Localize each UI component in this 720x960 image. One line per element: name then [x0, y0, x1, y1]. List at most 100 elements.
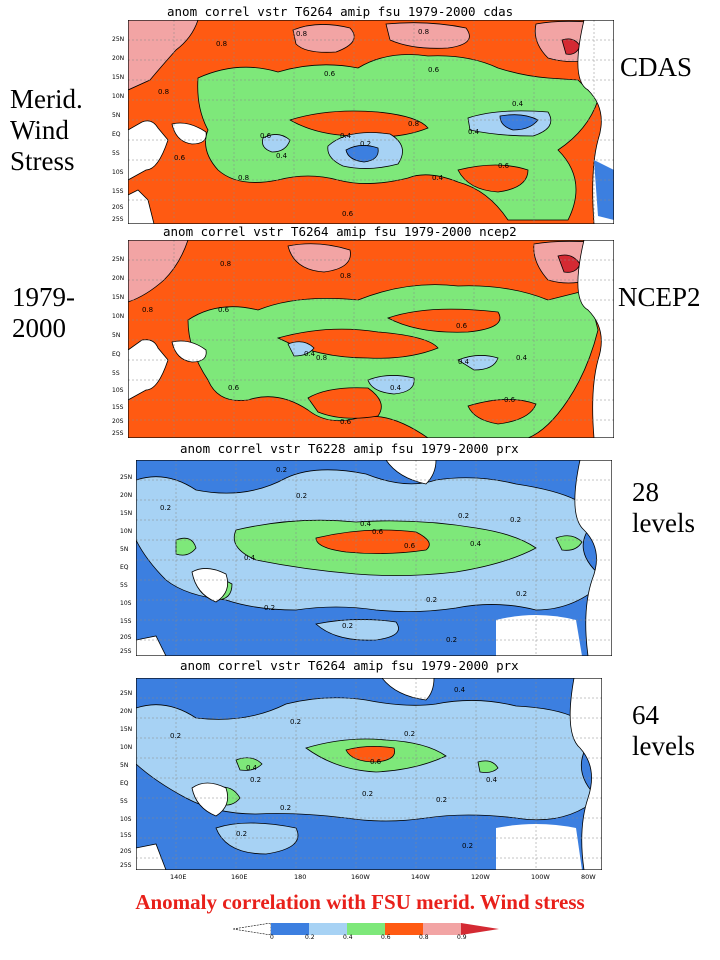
contour-label: 0.8: [216, 40, 227, 48]
contour-label: 0.2: [462, 842, 473, 850]
contour-label: 0.8: [408, 120, 419, 128]
contour-label: 0.2: [458, 512, 469, 520]
lat-label: 15S: [120, 832, 132, 839]
contour-label: 0.2: [160, 504, 171, 512]
colorbar-swatch: [271, 923, 309, 935]
lat-label: 20N: [112, 55, 125, 62]
contour-label: 0.8: [220, 260, 231, 268]
contour-label: 0.2: [290, 718, 301, 726]
lat-label: 20S: [112, 204, 124, 211]
contour-label: 0.4: [454, 686, 466, 694]
contour-label: 0.4: [470, 540, 482, 548]
contour-label: 0.6: [498, 162, 510, 170]
lon-label: 180: [294, 873, 307, 881]
map-cdas: 0.8 0.8 0.8 0.6 0.8 0.6 0.6 0.4 0.2 0.8 …: [128, 20, 614, 224]
contour-label: 0.2: [360, 140, 371, 148]
contour-label: 0.6: [404, 542, 416, 550]
contour-label: 0.8: [340, 272, 351, 280]
panel-title: anom correl vstr T6264 amip fsu 1979-200…: [180, 658, 519, 673]
colorbar: 0 0.2 0.4 0.6 0.8 0.9: [232, 922, 503, 941]
contour-label: 0.6: [174, 154, 186, 162]
panel-title: anom correl vstr T6228 amip fsu 1979-200…: [180, 441, 519, 456]
lat-label: 10N: [120, 744, 133, 751]
colorbar-swatch: [347, 923, 385, 935]
contour-label: 0.4: [340, 132, 352, 140]
lat-label: 20N: [120, 708, 133, 715]
contour-label: 0.6: [372, 528, 384, 536]
contour-label: 0.6: [428, 66, 440, 74]
contour-label: 0.2: [426, 596, 437, 604]
contour-label: 0.8: [296, 30, 307, 38]
contour-label: 0.2: [264, 604, 275, 612]
lat-label: 10N: [112, 93, 125, 100]
lat-label: EQ: [112, 351, 121, 358]
map-64-levels: 0.2 0.4 0.2 0.2 0.6 0.4 0.2 0.2 0.2 0.2 …: [136, 678, 602, 870]
contour-label: 0.6: [324, 70, 336, 78]
contour-label: 0.6: [342, 210, 354, 218]
lat-label: 20S: [112, 418, 124, 425]
lat-label: 15S: [120, 618, 132, 625]
contour-label: 0.4: [304, 350, 316, 358]
contour-label: 0.6: [340, 418, 352, 426]
map-panel-ncep2: anom correl vstr T6264 amip fsu 1979-200…: [0, 222, 720, 442]
lat-label: 10S: [120, 600, 132, 607]
lat-label: 10S: [112, 387, 124, 394]
lat-label: 15N: [112, 74, 125, 81]
map-28-levels: 0.2 0.2 0.2 0.4 0.6 0.4 0.6 0.4 0.2 0.2 …: [136, 460, 612, 656]
panel-title: anom correl vstr T6264 amip fsu 1979-200…: [163, 224, 517, 239]
lat-label: 25N: [112, 256, 125, 263]
map-panel-cdas: anom correl vstr T6264 amip fsu 1979-200…: [0, 0, 720, 225]
colorbar-label: 0.9: [457, 934, 467, 941]
lat-label: 20N: [120, 492, 133, 499]
lat-label: 5N: [112, 332, 121, 339]
lat-label: 25S: [112, 216, 124, 223]
contour-label: 0.6: [504, 396, 516, 404]
contour-label: 0.2: [404, 730, 415, 738]
contour-label: 0.4: [458, 358, 470, 366]
contour-label: 0.2: [236, 830, 247, 838]
colorbar-swatch: [309, 923, 347, 935]
contour-label: 0.2: [342, 622, 353, 630]
contour-label: 0.2: [446, 636, 457, 644]
colorbar-graphic: [232, 922, 499, 936]
contour-label: 0.2: [296, 492, 307, 500]
map-ncep2: 0.8 0.8 0.6 0.8 0.6 0.4 0.8 0.4 0.4 0.6 …: [128, 240, 614, 438]
colorbar-label: 0.6: [381, 934, 391, 941]
lat-label: 15N: [120, 510, 133, 517]
contour-label: 0.2: [170, 732, 181, 740]
map-panel-64-levels: anom correl vstr T6264 amip fsu 1979-200…: [0, 656, 720, 886]
lat-label: EQ: [120, 564, 129, 571]
contour-label: 0.2: [436, 796, 447, 804]
colorbar-label: 0: [270, 934, 274, 941]
colorbar-label: 0.4: [343, 934, 353, 941]
colorbar-swatch: [423, 923, 461, 935]
map-panel-28-levels: anom correl vstr T6228 amip fsu 1979-200…: [0, 438, 720, 660]
colorbar-swatch: [232, 922, 272, 936]
contour-label: 0.8: [158, 88, 169, 96]
lat-label: 25S: [112, 430, 124, 437]
panel-title: anom correl vstr T6264 amip fsu 1979-200…: [167, 4, 514, 19]
contour-label: 0.4: [390, 384, 402, 392]
contour-label: 0.6: [370, 758, 382, 766]
lon-label: 140E: [170, 873, 187, 881]
lat-label: 15S: [112, 404, 124, 411]
lat-label: 5N: [120, 762, 129, 769]
lat-label: 10N: [120, 528, 133, 535]
contour-label: 0.2: [250, 776, 261, 784]
contour-label: 0.8: [238, 174, 249, 182]
lon-label: 100W: [531, 873, 550, 881]
contour-label: 0.2: [362, 790, 373, 798]
lat-label: 25S: [120, 648, 132, 655]
lat-label: 15N: [120, 726, 133, 733]
contour-label: 0.2: [276, 466, 287, 474]
contour-label: 0.4: [276, 152, 288, 160]
contour-label: 0.8: [316, 354, 327, 362]
contour-label: 0.2: [280, 804, 291, 812]
contour-label: 0.4: [516, 354, 528, 362]
lon-label: 160E: [231, 873, 248, 881]
label-ncep2: NCEP2: [618, 282, 701, 312]
contour-label: 0.6: [456, 322, 468, 330]
contour-label: 0.4: [246, 764, 258, 772]
lat-label: EQ: [120, 780, 129, 787]
contour-label: 0.4: [486, 776, 498, 784]
